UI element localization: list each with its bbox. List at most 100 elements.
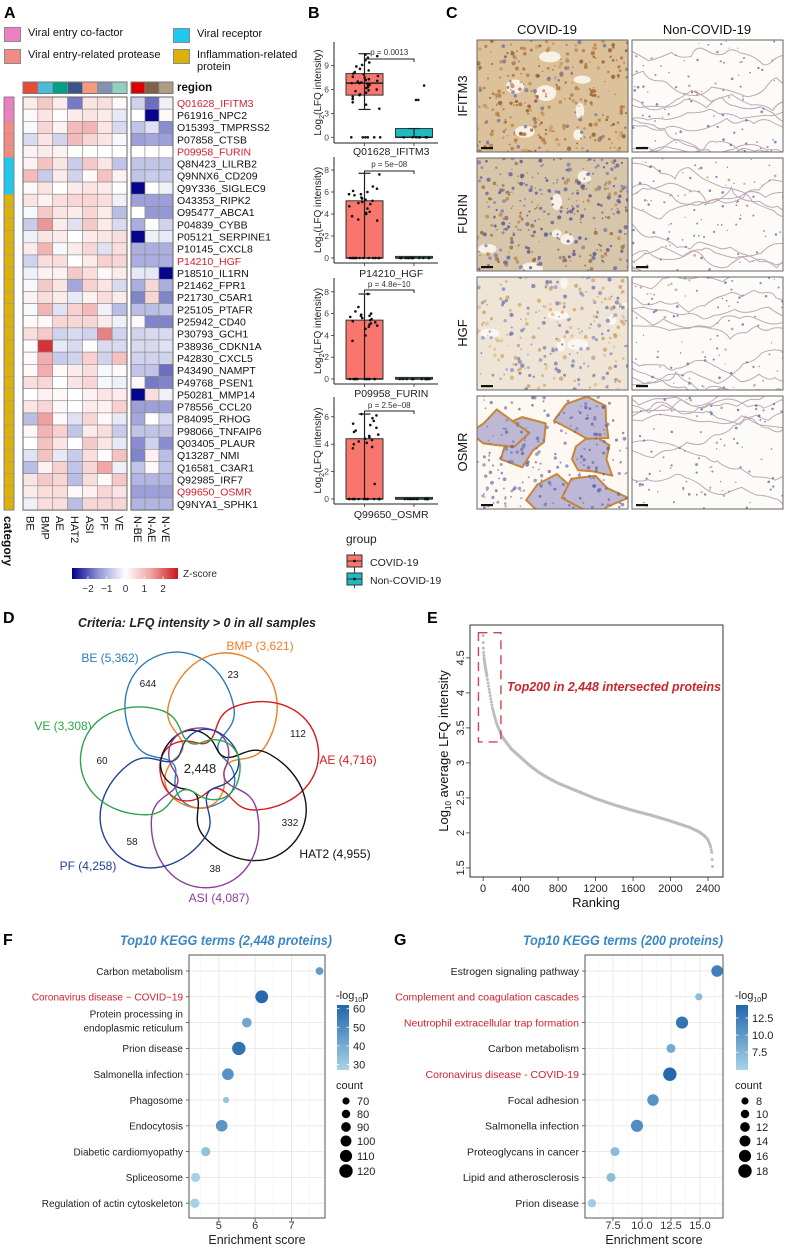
stain-dot — [512, 233, 516, 237]
heatmap-cell — [144, 436, 160, 450]
stain-dot — [646, 200, 649, 202]
heatmap-cell — [37, 206, 54, 219]
stain-dot — [548, 307, 553, 312]
covid-data-point — [348, 256, 352, 260]
stain-dot — [489, 197, 493, 201]
stain-dot — [672, 501, 675, 504]
stain-dot — [478, 88, 483, 92]
stain-dot — [513, 61, 516, 63]
stain-dot — [595, 469, 598, 472]
stain-dot — [545, 179, 549, 182]
stain-dot — [498, 477, 501, 480]
covid-data-point — [361, 136, 365, 139]
colorbar-tick-label: 2 — [160, 584, 166, 595]
heatmap-cell — [52, 230, 68, 244]
category-cell — [3, 230, 15, 244]
stain-dot — [614, 93, 616, 96]
color-legend-label: 12.5 — [752, 1013, 773, 1025]
stain-dot — [502, 59, 507, 64]
term-label: Complement and coagulation cascades — [395, 992, 579, 1004]
stain-dot — [483, 496, 486, 498]
stain-dot — [504, 430, 509, 434]
stain-dot — [524, 322, 529, 326]
stain-dot — [483, 493, 486, 495]
stain-dot — [526, 384, 531, 388]
x-axis-title: Enrichment score — [208, 1233, 305, 1247]
stain-dot — [616, 137, 619, 140]
x-tick-label: 2400 — [696, 883, 720, 895]
stain-dot — [712, 230, 716, 233]
stain-dot — [696, 92, 699, 94]
heatmap-cell — [22, 133, 39, 146]
heatmap-cell — [130, 218, 146, 231]
category-cell — [3, 108, 15, 122]
size-legend-label: 90 — [357, 1122, 369, 1134]
heatmap-cell — [52, 121, 68, 134]
stain-dot — [523, 182, 526, 185]
stain-dot — [573, 283, 579, 288]
stain-dot — [512, 104, 516, 107]
heatmap-cell — [52, 254, 68, 268]
stain-dot — [620, 278, 625, 283]
stain-dot — [681, 341, 683, 343]
image-frame — [631, 157, 784, 272]
stain-dot — [703, 493, 707, 496]
heatmap-cell — [144, 96, 160, 110]
stain-dot — [582, 167, 585, 170]
stain-dot — [508, 172, 510, 174]
covid-data-point — [366, 190, 369, 194]
stain-dot — [492, 434, 494, 437]
heatmap-cell — [158, 108, 174, 122]
stain-dot — [531, 251, 534, 253]
row-label: P07858_CTSB — [177, 134, 247, 146]
heatmap-cell — [130, 266, 146, 280]
stain-dot — [625, 344, 628, 348]
size-legend-dot — [339, 1164, 353, 1178]
colorbar-tick-label: −1 — [101, 584, 113, 595]
heatmap-cell — [111, 254, 128, 268]
stain-dot — [504, 446, 508, 449]
heatmap-cell — [111, 424, 128, 438]
stain-dot — [519, 211, 523, 215]
heatmap-cell — [111, 181, 128, 195]
stain-dot — [525, 427, 527, 429]
heatmap-cell — [111, 315, 128, 329]
color-legend-title: -log10p — [336, 990, 368, 1004]
heatmap-cell — [52, 278, 68, 292]
stain-dot — [584, 103, 586, 105]
tissue-space — [573, 75, 591, 84]
heatmap-cell — [97, 157, 113, 171]
stain-dot — [482, 86, 486, 90]
heatmap-cell — [52, 436, 68, 450]
stain-dot — [763, 229, 765, 232]
stain-dot — [565, 124, 570, 129]
stain-dot — [607, 48, 613, 53]
covid-data-point — [359, 314, 363, 318]
image-frame — [631, 395, 784, 510]
stain-dot — [526, 172, 529, 174]
stain-dot — [579, 130, 584, 134]
stain-dot — [643, 199, 647, 202]
stain-dot — [574, 86, 579, 91]
heatmap-cell — [97, 449, 113, 462]
stain-dot — [714, 82, 717, 85]
stain-dot — [586, 414, 589, 417]
non-covid-data-point — [412, 497, 416, 501]
category-cell — [3, 376, 15, 389]
heatmap-cell — [97, 181, 113, 195]
stain-dot — [647, 203, 651, 206]
stain-dot — [522, 489, 526, 492]
size-legend-label: 80 — [357, 1109, 369, 1121]
stain-dot — [587, 277, 591, 280]
heatmap-cell — [111, 351, 128, 365]
stain-dot — [573, 213, 576, 215]
stain-dot — [520, 451, 525, 456]
stain-dot — [480, 352, 483, 355]
region-annotation-cell — [82, 81, 98, 94]
stain-dot — [516, 175, 519, 178]
stain-dot — [614, 203, 618, 207]
stain-dot — [506, 135, 509, 137]
stain-dot — [492, 215, 496, 219]
stain-dot — [720, 60, 722, 62]
